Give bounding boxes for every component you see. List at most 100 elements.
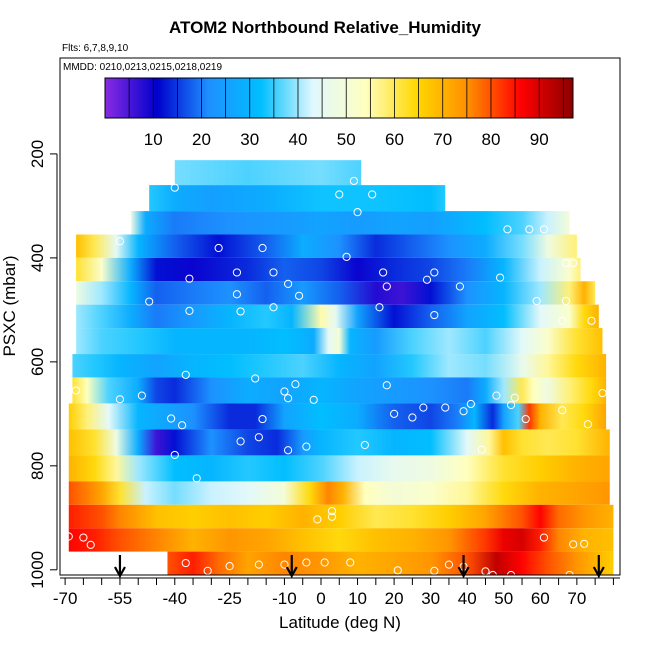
data-point: [587, 316, 596, 325]
data-point: [379, 268, 388, 277]
x-tick-label: 40: [458, 589, 477, 608]
heatmap-layers: [68, 160, 614, 575]
dates-label: MMDD: 0210,0213,0215,0218,0219: [63, 62, 223, 73]
heatmap-layer: [76, 328, 603, 355]
data-point: [203, 566, 212, 575]
data-point: [232, 268, 242, 277]
x-tick-label: 20: [385, 589, 404, 608]
heatmap-layer: [167, 551, 614, 575]
data-point: [269, 303, 278, 312]
x-axis: -70 -55 -40 -25 -10 0 10 20 30 40 50 60 70: [53, 577, 620, 608]
data-point: [177, 421, 187, 430]
colorbar-ticks: 10 20 30 40 50 60 70 80 90: [104, 77, 574, 149]
colorbar-gradient: [105, 78, 573, 118]
data-point: [408, 413, 417, 422]
data-point: [236, 307, 245, 316]
heatmap-layer: [68, 528, 614, 552]
data-point: [181, 558, 190, 568]
heatmap-layer: [130, 211, 570, 235]
data-point: [251, 374, 260, 383]
arrow-head: [285, 566, 298, 579]
data-point: [492, 391, 501, 400]
colorbar-frame: [104, 77, 574, 119]
data-point: [280, 560, 289, 569]
heatmap-layer: [149, 185, 446, 212]
data-point: [441, 403, 450, 412]
heatmap-layer: [72, 377, 607, 404]
data-point: [430, 310, 439, 320]
colorbar: [105, 78, 573, 118]
data-point: [170, 183, 179, 192]
arrow-head: [113, 566, 126, 579]
heatmap-layer: [68, 504, 614, 529]
chart-title: ATOM2 Northbound Relative_Humidity: [168, 18, 481, 37]
data-point: [360, 440, 369, 450]
data-point: [327, 506, 337, 516]
data-point: [192, 474, 201, 483]
data-point: [115, 237, 125, 246]
data-point: [181, 370, 190, 379]
data-point: [598, 388, 607, 398]
x-tick-label: 70: [567, 589, 586, 608]
data-point: [455, 282, 464, 291]
data-point: [349, 176, 358, 186]
x-tick-label: -40: [162, 589, 187, 608]
data-point: [137, 391, 146, 400]
y-tick-label: 200: [28, 140, 47, 168]
colorbar-tick-label: 50: [337, 130, 356, 149]
data-point: [258, 243, 267, 253]
data-point: [327, 512, 337, 521]
data-point: [86, 540, 95, 549]
data-point: [79, 533, 88, 542]
arrow-head: [592, 566, 605, 579]
data-point: [71, 386, 81, 395]
data-point: [280, 387, 289, 396]
colorbar-tick-label: 30: [240, 130, 259, 149]
data-point: [477, 445, 486, 454]
data-point: [214, 243, 223, 253]
y-axis-label: PSXC (mbar): [0, 255, 19, 357]
data-point: [510, 393, 519, 402]
colorbar-tick-label: 70: [433, 130, 452, 149]
data-point: [580, 539, 589, 548]
data-point: [61, 395, 70, 404]
heatmap-layer: [76, 281, 596, 305]
arrow-head: [457, 566, 470, 579]
data-point: [313, 515, 322, 524]
heatmap-layer: [72, 354, 607, 378]
x-tick-label: -10: [272, 589, 297, 608]
y-axis: 200 400 600 800 1000: [28, 140, 58, 589]
colorbar-tick-label: 40: [289, 130, 308, 149]
data-point: [283, 394, 293, 403]
data-point: [561, 296, 571, 306]
heatmap-layer: [68, 403, 607, 430]
data-point: [64, 532, 73, 541]
data-point: [419, 403, 428, 412]
data-point: [335, 190, 344, 199]
heatmap-layer: [76, 304, 599, 329]
data-point: [185, 274, 194, 283]
data-point: [539, 225, 549, 234]
data-point: [583, 420, 592, 429]
heatmap-layer: [68, 481, 610, 505]
data-point: [496, 273, 505, 282]
data-point: [320, 558, 329, 567]
x-tick-label: 50: [494, 589, 513, 608]
data-point: [258, 414, 267, 424]
data-point: [225, 562, 234, 571]
data-point: [459, 407, 468, 416]
data-point: [115, 395, 125, 404]
data-point: [309, 395, 318, 404]
colorbar-tick-label: 90: [530, 130, 549, 149]
data-point: [503, 225, 512, 234]
data-point: [569, 540, 578, 549]
data-point: [167, 414, 176, 423]
colorbar-tick-label: 20: [192, 130, 211, 149]
data-point: [444, 560, 454, 569]
data-point: [232, 290, 242, 299]
data-point: [236, 437, 245, 446]
data-point: [602, 316, 611, 325]
data-point: [422, 275, 432, 284]
x-tick-label: 30: [421, 589, 440, 608]
x-tick-label: 10: [348, 589, 367, 608]
